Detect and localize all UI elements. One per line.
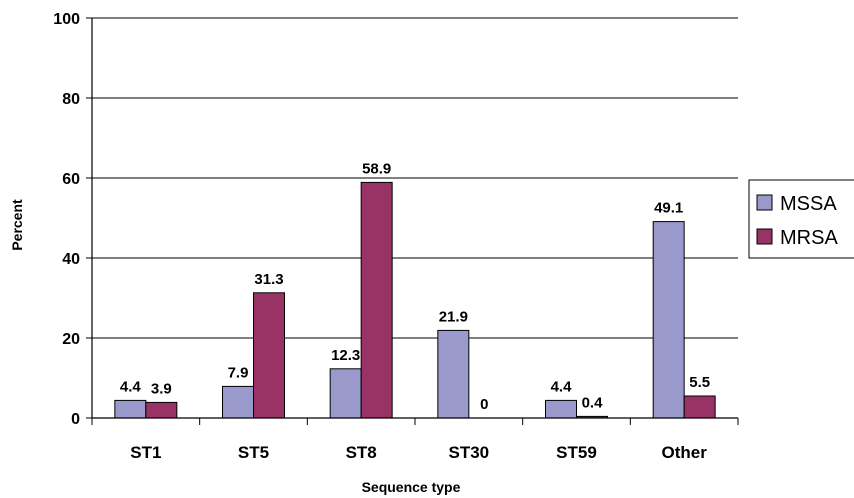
data-label-mssa: 7.9 xyxy=(228,364,249,381)
data-label-mssa: 21.9 xyxy=(439,308,468,325)
data-label-mssa: 4.4 xyxy=(551,378,573,395)
bar-mrsa xyxy=(145,401,178,419)
y-tick-label: 80 xyxy=(62,91,80,108)
bars xyxy=(114,181,716,419)
data-label-mrsa: 0.4 xyxy=(582,394,604,411)
data-label-mrsa: 0 xyxy=(480,396,488,413)
y-tick-labels: 0 20 40 60 80 100 xyxy=(53,11,80,428)
bar-mrsa xyxy=(253,292,285,419)
axes xyxy=(86,17,739,425)
y-tick-label: 20 xyxy=(62,331,80,348)
x-axis-title: Sequence type xyxy=(362,479,461,495)
bar-mrsa xyxy=(683,395,716,419)
legend-label-mrsa: MRSA xyxy=(780,227,838,249)
bar-mssa xyxy=(652,221,685,419)
y-tick-label: 0 xyxy=(71,411,80,428)
y-axis-title: Percent xyxy=(9,199,25,251)
bar-mssa xyxy=(114,399,147,419)
x-tick-label: ST30 xyxy=(449,443,490,462)
data-labels: 4.4 3.9 7.9 31.3 12.3 58.9 21.9 0 4.4 0.4 49.1 5.5 xyxy=(120,160,710,413)
gridlines xyxy=(92,17,738,339)
x-tick-label: ST8 xyxy=(346,443,377,462)
data-label-mrsa: 5.5 xyxy=(689,374,710,391)
bar-mssa xyxy=(329,368,362,419)
bar-mrsa xyxy=(360,181,393,419)
y-tick-label: 100 xyxy=(53,11,80,28)
bar-mssa xyxy=(222,385,254,419)
legend-swatch-mssa xyxy=(756,194,773,211)
x-tick-label: ST1 xyxy=(130,443,161,462)
x-tick-label: ST59 xyxy=(556,443,597,462)
x-tick-labels: ST1 ST5 ST8 ST30 ST59 Other xyxy=(130,443,707,462)
legend: MSSA MRSA xyxy=(748,179,854,259)
data-label-mrsa: 31.3 xyxy=(254,271,283,288)
legend-label-mssa: MSSA xyxy=(780,193,837,215)
bar-mssa xyxy=(545,399,577,419)
x-tick-label: ST5 xyxy=(238,443,269,462)
legend-swatch-mrsa xyxy=(756,228,773,245)
data-label-mssa: 4.4 xyxy=(120,378,142,395)
data-label-mrsa: 3.9 xyxy=(151,380,172,397)
y-tick-label: 40 xyxy=(62,251,80,268)
bar-mssa xyxy=(437,329,470,419)
data-label-mrsa: 58.9 xyxy=(362,160,391,177)
legend-box xyxy=(748,179,854,259)
data-label-mssa: 49.1 xyxy=(654,200,683,217)
y-tick-label: 60 xyxy=(62,171,80,188)
data-label-mssa: 12.3 xyxy=(331,347,360,364)
x-tick-label: Other xyxy=(661,443,707,462)
